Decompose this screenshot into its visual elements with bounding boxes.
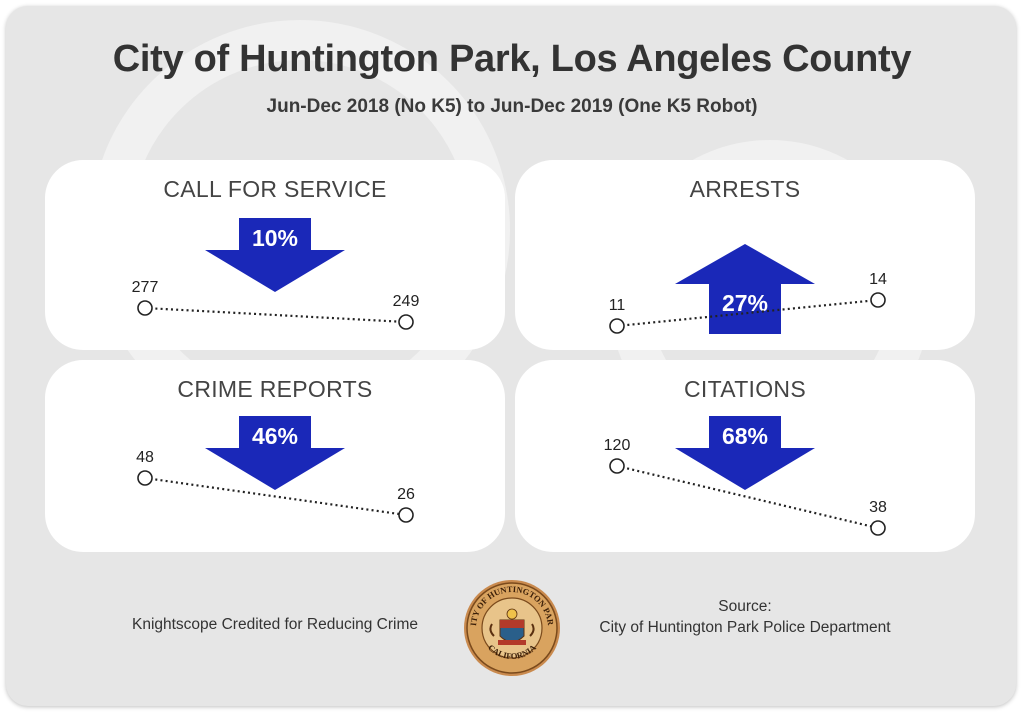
data-value-label: 120: [604, 437, 631, 454]
data-point: [137, 300, 153, 316]
change-percent-label: 68%: [722, 423, 768, 449]
page-title: City of Huntington Park, Los Angeles Cou…: [112, 38, 912, 80]
footer-source: Source: City of Huntington Park Police D…: [560, 596, 930, 638]
data-value-label: 48: [136, 449, 154, 466]
data-point: [137, 470, 153, 486]
source-label: Source:: [718, 598, 772, 615]
panel-title: CRIME REPORTS: [177, 376, 373, 402]
change-percent-label: 27%: [722, 290, 768, 316]
change-percent-label: 46%: [252, 423, 298, 449]
data-point: [398, 314, 414, 330]
change-arrow-down: [205, 416, 345, 490]
panel-arrests: ARRESTS 27% 11 14: [515, 160, 975, 350]
chart-crime-reports: 46% 48 26: [136, 416, 415, 523]
change-arrow-down: [205, 218, 345, 292]
change-arrow-up: [675, 244, 815, 334]
data-value-label: 11: [609, 297, 626, 314]
trend-line: [616, 298, 879, 328]
panel-crime-reports: CRIME REPORTS 46% 48 26: [45, 360, 505, 552]
chart-arrests: 27% 11 14: [609, 244, 887, 334]
data-point: [398, 507, 414, 523]
page-subtitle: Jun-Dec 2018 (No K5) to Jun-Dec 2019 (On…: [266, 96, 758, 117]
panel-title: ARRESTS: [689, 176, 801, 202]
data-value-label: 38: [869, 499, 887, 516]
data-point: [609, 318, 625, 334]
data-point: [870, 520, 886, 536]
chart-citations: 68% 120 38: [604, 416, 887, 536]
change-arrow-down: [675, 416, 815, 490]
city-seal-icon: CITY OF HUNTINGTON PARK CALIFORNIA: [462, 578, 560, 676]
panel-title: CITATIONS: [684, 376, 806, 402]
footer-tagline: Knightscope Credited for Reducing Crime: [131, 616, 419, 633]
data-point: [609, 458, 625, 474]
change-percent-label: 10%: [252, 225, 298, 251]
data-value-label: 249: [393, 293, 420, 310]
panel-call-for-service: CALL FOR SERVICE 10% 277 249: [45, 160, 505, 350]
trend-line: [144, 306, 407, 324]
source-text: City of Huntington Park Police Departmen…: [599, 619, 891, 636]
panel-citations: CITATIONS 68% 120 38: [515, 360, 975, 552]
data-value-label: 14: [869, 271, 887, 288]
chart-call-for-service: 10% 277 249: [132, 218, 420, 330]
panel-title: CALL FOR SERVICE: [163, 176, 387, 202]
trend-line: [144, 476, 407, 517]
data-value-label: 277: [132, 279, 159, 296]
data-value-label: 26: [397, 486, 415, 503]
data-point: [870, 292, 886, 308]
